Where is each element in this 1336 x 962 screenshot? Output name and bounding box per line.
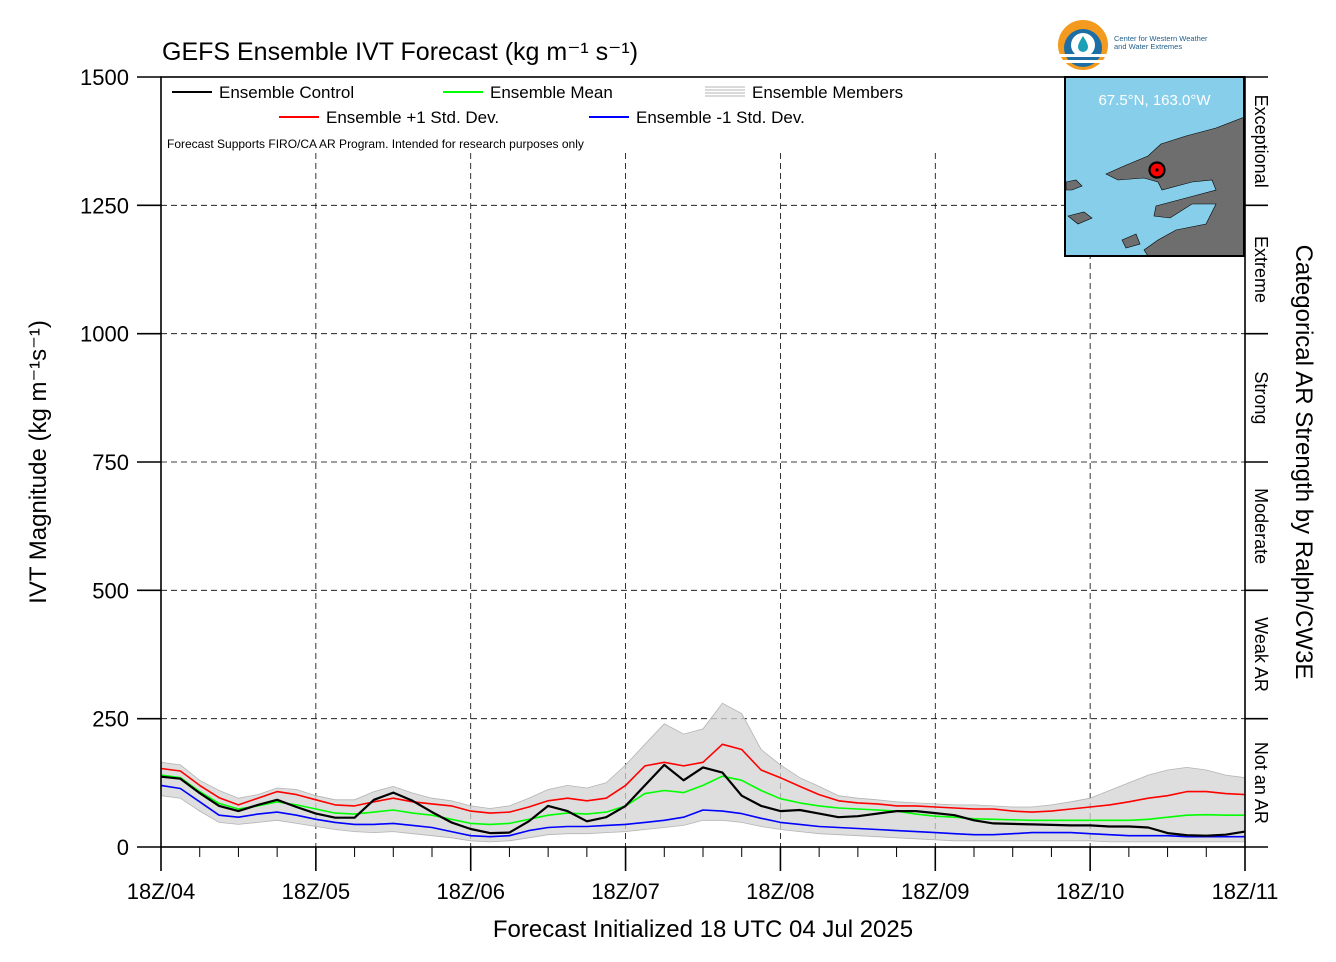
series-line-mean <box>160 774 1245 826</box>
x-tick-label: 18Z/11 <box>1212 879 1279 904</box>
x-tick-label: 18Z/04 <box>127 879 196 904</box>
ar-category-label: Moderate <box>1251 488 1271 564</box>
legend-minus-std-label: Ensemble -1 Std. Dev. <box>636 108 805 127</box>
x-tick-label: 18Z/06 <box>436 879 505 904</box>
location-label: 67.5°N, 163.0°W <box>1098 92 1211 109</box>
ar-category-label: Weak AR <box>1251 617 1271 692</box>
series-line-control <box>160 763 1246 837</box>
ar-category-label: Exceptional <box>1251 95 1271 188</box>
x-tick-label: 18Z/10 <box>1056 879 1125 904</box>
ar-category-label: Not an AR <box>1251 742 1271 824</box>
x-tick-label: 18Z/08 <box>746 879 815 904</box>
right-axis: Not an AR Weak AR Moderate Strong Extreme Exc… <box>1245 76 1271 848</box>
member-lower-line <box>160 795 1245 843</box>
research-note: Forecast Supports FIRO/CA AR Program. In… <box>167 137 584 151</box>
y-tick-label: 750 <box>92 450 129 475</box>
cw3e-logo: Center for Western Weather and Water Ext… <box>1056 18 1256 74</box>
member-spread-band <box>161 703 1245 842</box>
location-inset-map: 67.5°N, 163.0°W <box>1064 76 1245 257</box>
cw3e-droplet-icon <box>1058 20 1108 70</box>
series-lines <box>160 743 1246 838</box>
y-tick-label: 250 <box>92 707 129 732</box>
x-tick-label: 18Z/07 <box>591 879 660 904</box>
legend-plus-std-label: Ensemble +1 Std. Dev. <box>326 108 499 127</box>
y-tick-label: 1000 <box>80 322 129 347</box>
chart-title: GEFS Ensemble IVT Forecast (kg m⁻¹ s⁻¹) <box>162 38 638 66</box>
y-tick-label: 1500 <box>80 65 129 90</box>
legend-members-label: Ensemble Members <box>752 83 903 102</box>
series-line-plus-std <box>160 743 1246 814</box>
legend: Ensemble Control Ensemble Mean Ensemble … <box>167 83 903 151</box>
x-tick-label: 18Z/09 <box>901 879 970 904</box>
cw3e-org-name: Center for Western Weather and Water Ext… <box>1114 34 1208 51</box>
legend-swatch-members <box>705 86 745 97</box>
series-line-minus-std <box>160 784 1245 838</box>
legend-mean-label: Ensemble Mean <box>490 83 613 102</box>
y-tick-label: 1250 <box>80 193 129 218</box>
grid-lines <box>161 153 1245 847</box>
ar-category-label: Strong <box>1251 371 1271 424</box>
x-axis-label: Forecast Initialized 18 UTC 04 Jul 2025 <box>493 916 913 943</box>
alaska-land-map <box>1066 117 1243 255</box>
member-upper-line <box>160 702 1246 809</box>
y-tick-label: 500 <box>92 578 129 603</box>
y-axis-label: IVT Magnitude (kg m⁻¹s⁻¹) <box>25 320 52 604</box>
right-axis-label: Categorical AR Strength by Ralph/CW3E <box>1290 245 1317 680</box>
x-tick-label: 18Z/05 <box>282 879 351 904</box>
x-axis: 18Z/04 18Z/05 18Z/06 18Z/07 18Z/08 18Z/09 18Z/… <box>127 847 1279 904</box>
y-tick-label: 0 <box>117 835 129 860</box>
member-spread <box>160 702 1246 843</box>
ar-category-label: Extreme <box>1251 236 1271 303</box>
y-axis: 0 250 500 750 1000 1250 1500 <box>80 65 161 860</box>
legend-control-label: Ensemble Control <box>219 83 354 102</box>
